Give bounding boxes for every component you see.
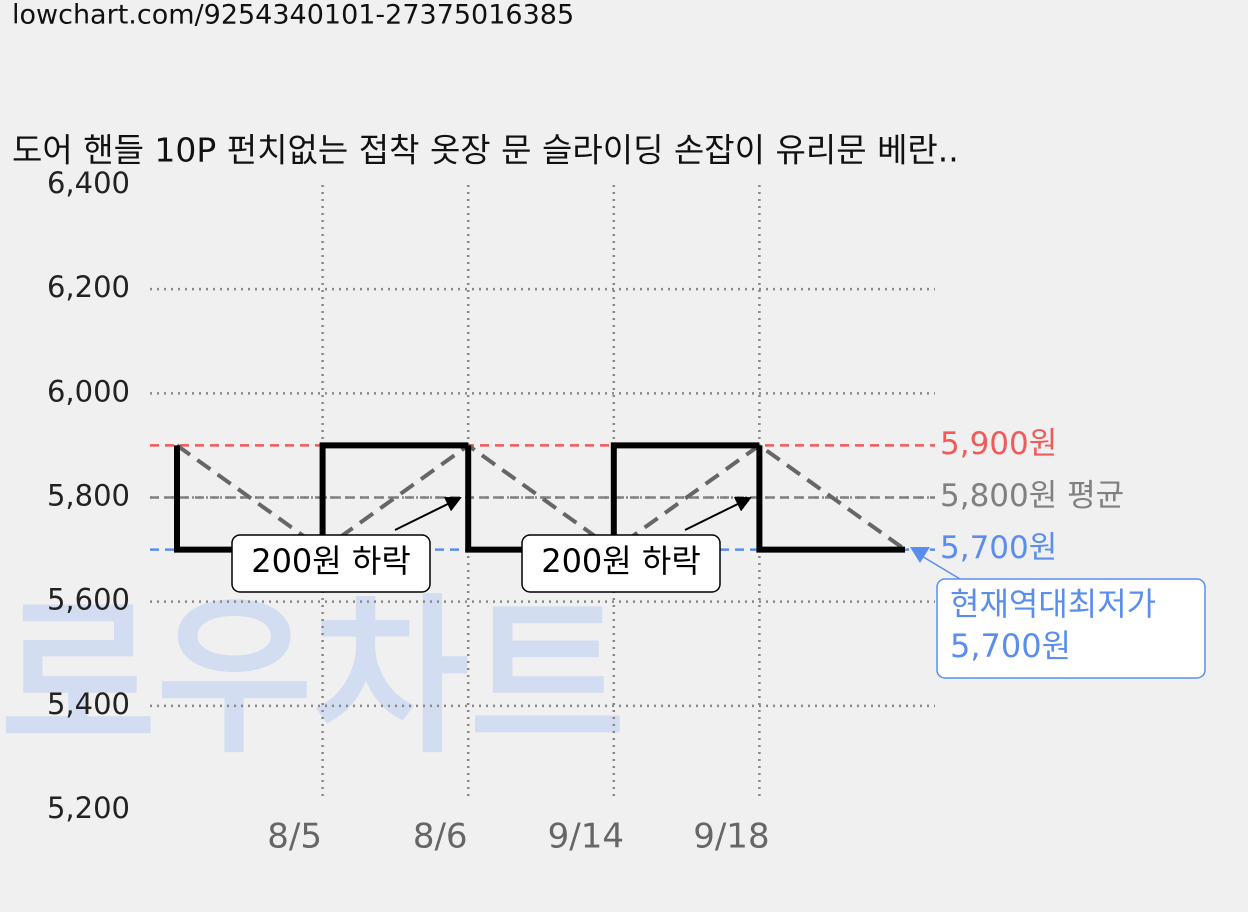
annotation-text: 200원 하락 bbox=[251, 542, 411, 580]
annotation-text: 200원 하락 bbox=[541, 542, 701, 580]
chart-title: 도어 핸들 10P 펀치없는 접착 옷장 문 슬라이딩 손잡이 유리문 베란.. bbox=[12, 131, 959, 170]
reference-label: 5,900원 bbox=[940, 426, 1057, 462]
callout-box bbox=[936, 578, 1206, 679]
watermark: 로우차트 bbox=[0, 579, 626, 777]
y-tick-label: 5,200 bbox=[47, 791, 130, 825]
y-tick-label: 5,800 bbox=[47, 479, 130, 513]
annotation-box bbox=[231, 534, 431, 593]
annotation-arrow bbox=[684, 497, 752, 531]
reference-label: 5,700원 bbox=[940, 530, 1057, 566]
callout-text: 현재역대최저가 bbox=[950, 585, 1156, 623]
annotation-arrow bbox=[394, 497, 462, 531]
y-tick-label: 5,400 bbox=[47, 687, 130, 721]
x-tick-label: 9/18 bbox=[693, 817, 769, 857]
reference-label: 5,800원 평균 bbox=[940, 478, 1124, 514]
price-step bbox=[319, 442, 469, 550]
callout-text: 5,700원 bbox=[950, 627, 1071, 665]
x-tick-label: 8/6 bbox=[413, 817, 468, 857]
x-tick-label: 9/14 bbox=[548, 817, 624, 857]
callout-stem bbox=[919, 554, 961, 580]
price-step bbox=[610, 442, 760, 550]
annotation-box bbox=[521, 534, 721, 593]
y-tick-label: 6,000 bbox=[47, 374, 130, 408]
y-tick-label: 6,400 bbox=[47, 166, 130, 200]
y-tick-label: 5,600 bbox=[47, 583, 130, 617]
y-tick-label: 6,200 bbox=[47, 270, 130, 304]
url: lowchart.com/9254340101-27375016385 bbox=[12, 0, 574, 31]
price-step bbox=[756, 445, 905, 553]
x-tick-label: 8/5 bbox=[267, 817, 322, 857]
